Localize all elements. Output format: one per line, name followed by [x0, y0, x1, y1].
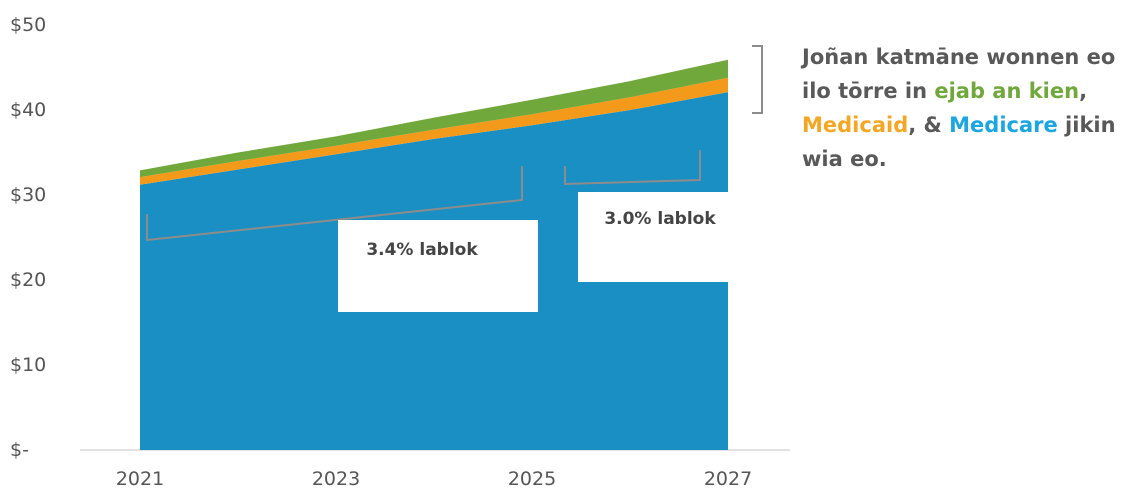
bracket-3-4-percent — [146, 166, 523, 242]
callout-sep1: , — [1079, 79, 1088, 103]
bracket-3-0-percent — [564, 150, 701, 186]
end-bracket — [752, 45, 763, 114]
callout-medicare: Medicare — [949, 113, 1058, 137]
callout-medicaid: Medicaid — [802, 113, 909, 137]
label-3-4-percent: 3.4% lablok — [366, 240, 478, 260]
y-axis-ticks: $- $10 $20 $30 $40 $50 — [10, 14, 46, 461]
y-tick-label: $30 — [10, 184, 46, 206]
y-tick-label: $20 — [10, 269, 46, 291]
y-tick-label: $50 — [10, 14, 46, 36]
callout-text: Joñan katmāne wonnen eo ilo tōrre in eja… — [802, 40, 1122, 176]
x-tick-label: 2025 — [508, 468, 556, 490]
x-tick-label: 2027 — [704, 468, 752, 490]
x-tick-label: 2021 — [116, 468, 164, 490]
area-medicaid — [140, 77, 728, 185]
label-3-4-percent-box — [338, 220, 538, 312]
y-tick-label: $10 — [10, 354, 46, 376]
y-tick-label: $- — [10, 439, 29, 461]
callout-sep2: , & — [908, 113, 950, 137]
callout-part2: jikin wia eo. — [802, 113, 1116, 171]
x-axis-ticks: 2021 2023 2025 2027 — [116, 468, 752, 490]
callout-ejab: ejab an kien — [934, 79, 1080, 103]
label-3-0-percent: 3.0% lablok — [604, 209, 716, 229]
x-tick-label: 2023 — [312, 468, 360, 490]
callout-part1: Joñan katmāne wonnen eo ilo tōrre in — [802, 45, 1116, 103]
y-tick-label: $40 — [10, 99, 46, 121]
area-ejab-an-kien — [140, 59, 728, 178]
label-3-0-percent-box — [578, 192, 740, 282]
